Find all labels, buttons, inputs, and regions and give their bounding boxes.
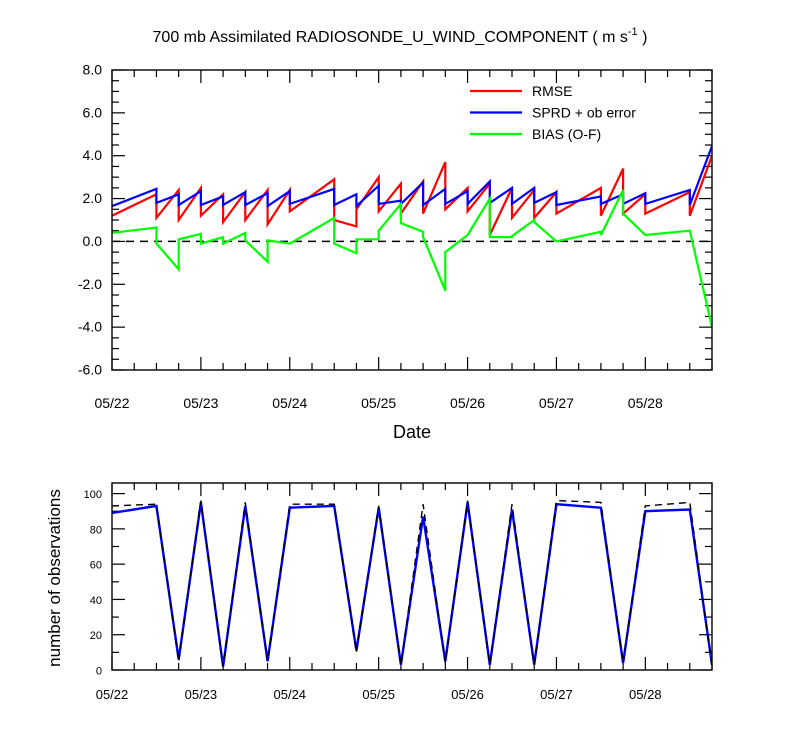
bottom-chart-panel: 0 20 40 60 80 100 05/22 05/23 05/24 05/25 05/26 05/…	[45, 482, 713, 702]
x-axis-label: Date	[393, 422, 431, 442]
top-series-line-bias-o-f	[112, 189, 712, 328]
bottom-x-tick-label: 05/24	[274, 687, 307, 702]
top-y-tick-label: 4.0	[83, 147, 103, 163]
bottom-x-tick-label: 05/26	[451, 687, 484, 702]
bottom-plot-frame	[111, 482, 713, 671]
bottom-x-tick-label: 05/25	[362, 687, 395, 702]
bottom-y-tick-label: 80	[90, 524, 102, 536]
bottom-y-tick-label: 40	[90, 595, 102, 607]
top-x-tick-label: 05/25	[361, 395, 396, 411]
top-y-tick-label: -4.0	[78, 319, 102, 335]
top-plot-frame	[111, 69, 713, 371]
top-y-tick-label: 0.0	[83, 233, 103, 249]
bottom-y-tick-label: 20	[90, 630, 102, 642]
top-x-tick-label: 05/27	[539, 395, 574, 411]
bottom-series-line-dashed-1	[112, 499, 712, 667]
bottom-y-tick-label: 100	[84, 489, 102, 501]
bottom-x-tick-label: 05/27	[540, 687, 573, 702]
bottom-x-tick-label: 05/22	[96, 687, 129, 702]
top-x-tick-label: 05/22	[94, 395, 129, 411]
bottom-x-tick-label: 05/23	[185, 687, 218, 702]
legend-label-bias-o-f: BIAS (O-F)	[532, 126, 601, 142]
top-y-tick-label: 2.0	[83, 190, 103, 206]
chart-title: 700 mb Assimilated RADIOSONDE_U_WIND_COM…	[153, 26, 648, 46]
legend: RMSE SPRD + ob error BIAS (O-F)	[470, 83, 636, 142]
top-y-tick-label: -6.0	[78, 362, 102, 378]
top-series-line-sprd-ob-error	[112, 145, 712, 209]
y-axis-label: number of observations	[45, 489, 64, 667]
legend-label-rmse: RMSE	[532, 83, 572, 99]
bottom-y-tick-label: 0	[96, 666, 102, 678]
top-y-tick-label: 6.0	[83, 104, 103, 120]
top-x-tick-label: 05/23	[183, 395, 218, 411]
bottom-y-tick-label: 60	[90, 560, 102, 572]
top-y-tick-label: 8.0	[83, 62, 103, 78]
top-chart-panel: -6.0 -4.0 -2.0 0.0 2.0 4.0 6.0 8.0 05/22 05/23 05/…	[78, 62, 713, 442]
top-x-tick-label: 05/28	[628, 395, 663, 411]
top-y-tick-label: -2.0	[78, 276, 102, 292]
top-x-tick-label: 05/26	[450, 395, 485, 411]
legend-label-sprd-ob-error: SPRD + ob error	[532, 105, 636, 121]
bottom-x-tick-label: 05/28	[629, 687, 662, 702]
top-x-tick-label: 05/24	[272, 395, 307, 411]
